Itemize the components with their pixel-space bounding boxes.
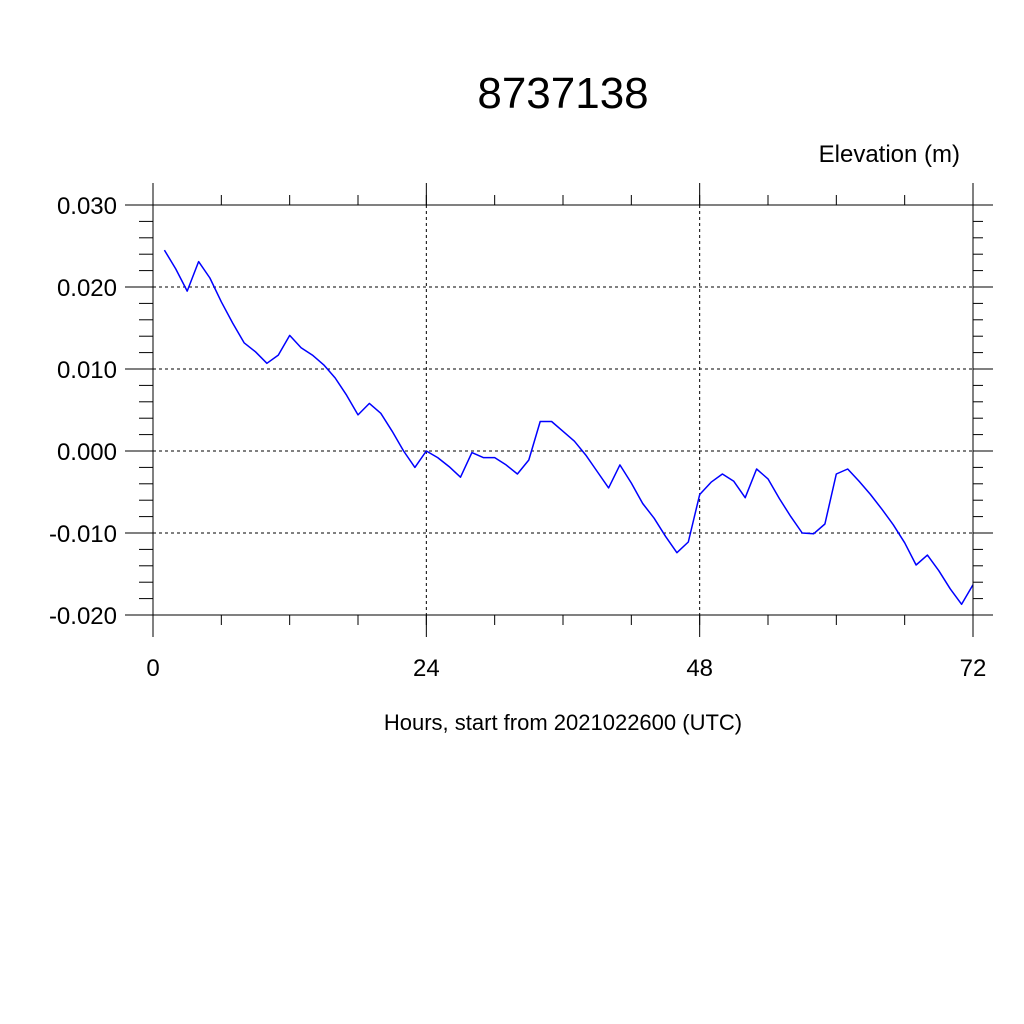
series-line <box>163 249 974 606</box>
x-axis-label: Hours, start from 2021022600 (UTC) <box>384 710 742 735</box>
x-tick-label: 48 <box>686 655 713 682</box>
plot-frame <box>152 204 974 616</box>
y-tick-label: 0.010 <box>57 357 117 384</box>
tick-labels: 0.030 0.020 0.010 0.000 -0.010 -0.020 0 24 48 72 <box>49 193 986 682</box>
y-tick-label: 0.000 <box>57 439 117 466</box>
x-tick-label: 24 <box>413 655 440 682</box>
y-tick-label: 0.020 <box>57 275 117 302</box>
x-tick-label: 72 <box>960 655 987 682</box>
y-axis-label: Elevation (m) <box>819 141 960 168</box>
y-tick-label: 0.030 <box>57 193 117 220</box>
chart-title: 8737138 <box>477 69 648 118</box>
series-layer <box>163 249 974 606</box>
y-tick-label: -0.010 <box>49 521 117 548</box>
y-tick-label: -0.020 <box>49 603 117 630</box>
grid-lines <box>152 204 974 616</box>
axis-ticks <box>125 183 993 637</box>
x-tick-label: 0 <box>146 655 159 682</box>
